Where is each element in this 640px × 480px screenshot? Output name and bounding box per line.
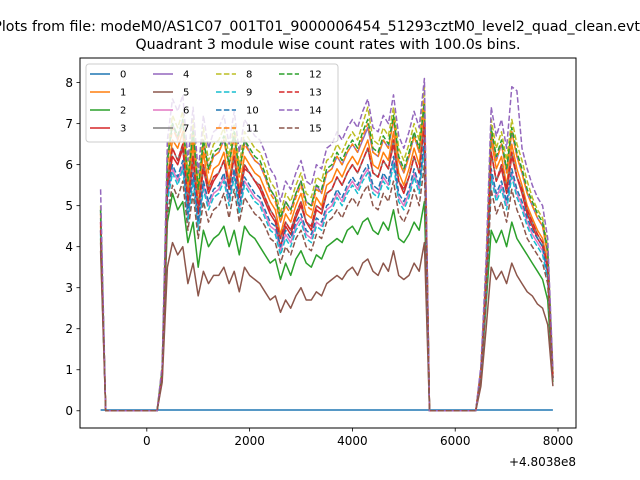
legend-label-9: 9 [246,88,252,99]
x-tick-label: 8000 [543,434,574,448]
legend-label-8: 8 [246,70,252,81]
legend-label-4: 4 [183,70,189,81]
legend-label-2: 2 [120,106,126,117]
legend-label-12: 12 [309,70,322,81]
x-tick-label: 6000 [440,434,471,448]
figure-suptitle: Plots from file: modeM0/AS1C07_001T01_90… [0,19,640,35]
legend-label-13: 13 [309,88,322,99]
y-tick-label: 6 [65,158,73,172]
legend-box [85,63,339,143]
x-tick-label: 0 [143,434,151,448]
legend-label-11: 11 [246,124,259,135]
legend-label-5: 5 [183,88,189,99]
legend-label-15: 15 [309,124,322,135]
legend-label-7: 7 [183,124,189,135]
x-tick-label: 4000 [337,434,368,448]
chart-title: Quadrant 3 module wise count rates with … [135,37,521,53]
y-tick-label: 4 [65,240,73,254]
legend-label-14: 14 [309,106,322,117]
legend-label-10: 10 [246,106,259,117]
series-line-15 [99,163,554,412]
y-tick-label: 7 [65,117,73,131]
y-tick-label: 5 [65,199,73,213]
y-tick-label: 0 [65,404,73,418]
legend-label-1: 1 [120,88,126,99]
x-tick-label: 2000 [234,434,265,448]
legend-label-6: 6 [183,106,189,117]
x-axis: 0 2000 4000 6000 8000 [143,428,573,448]
legend-label-0: 0 [120,70,126,81]
legend-label-3: 3 [120,124,126,135]
y-tick-label: 2 [65,322,73,336]
x-offset-label: +4.8038e8 [509,455,576,469]
y-tick-label: 3 [65,281,73,295]
y-tick-label: 1 [65,363,73,377]
y-tick-label: 8 [65,76,73,90]
plot-frame [79,57,577,429]
y-axis: 0 1 2 3 4 5 6 7 8 [65,76,80,418]
series-line-12 [99,102,554,412]
